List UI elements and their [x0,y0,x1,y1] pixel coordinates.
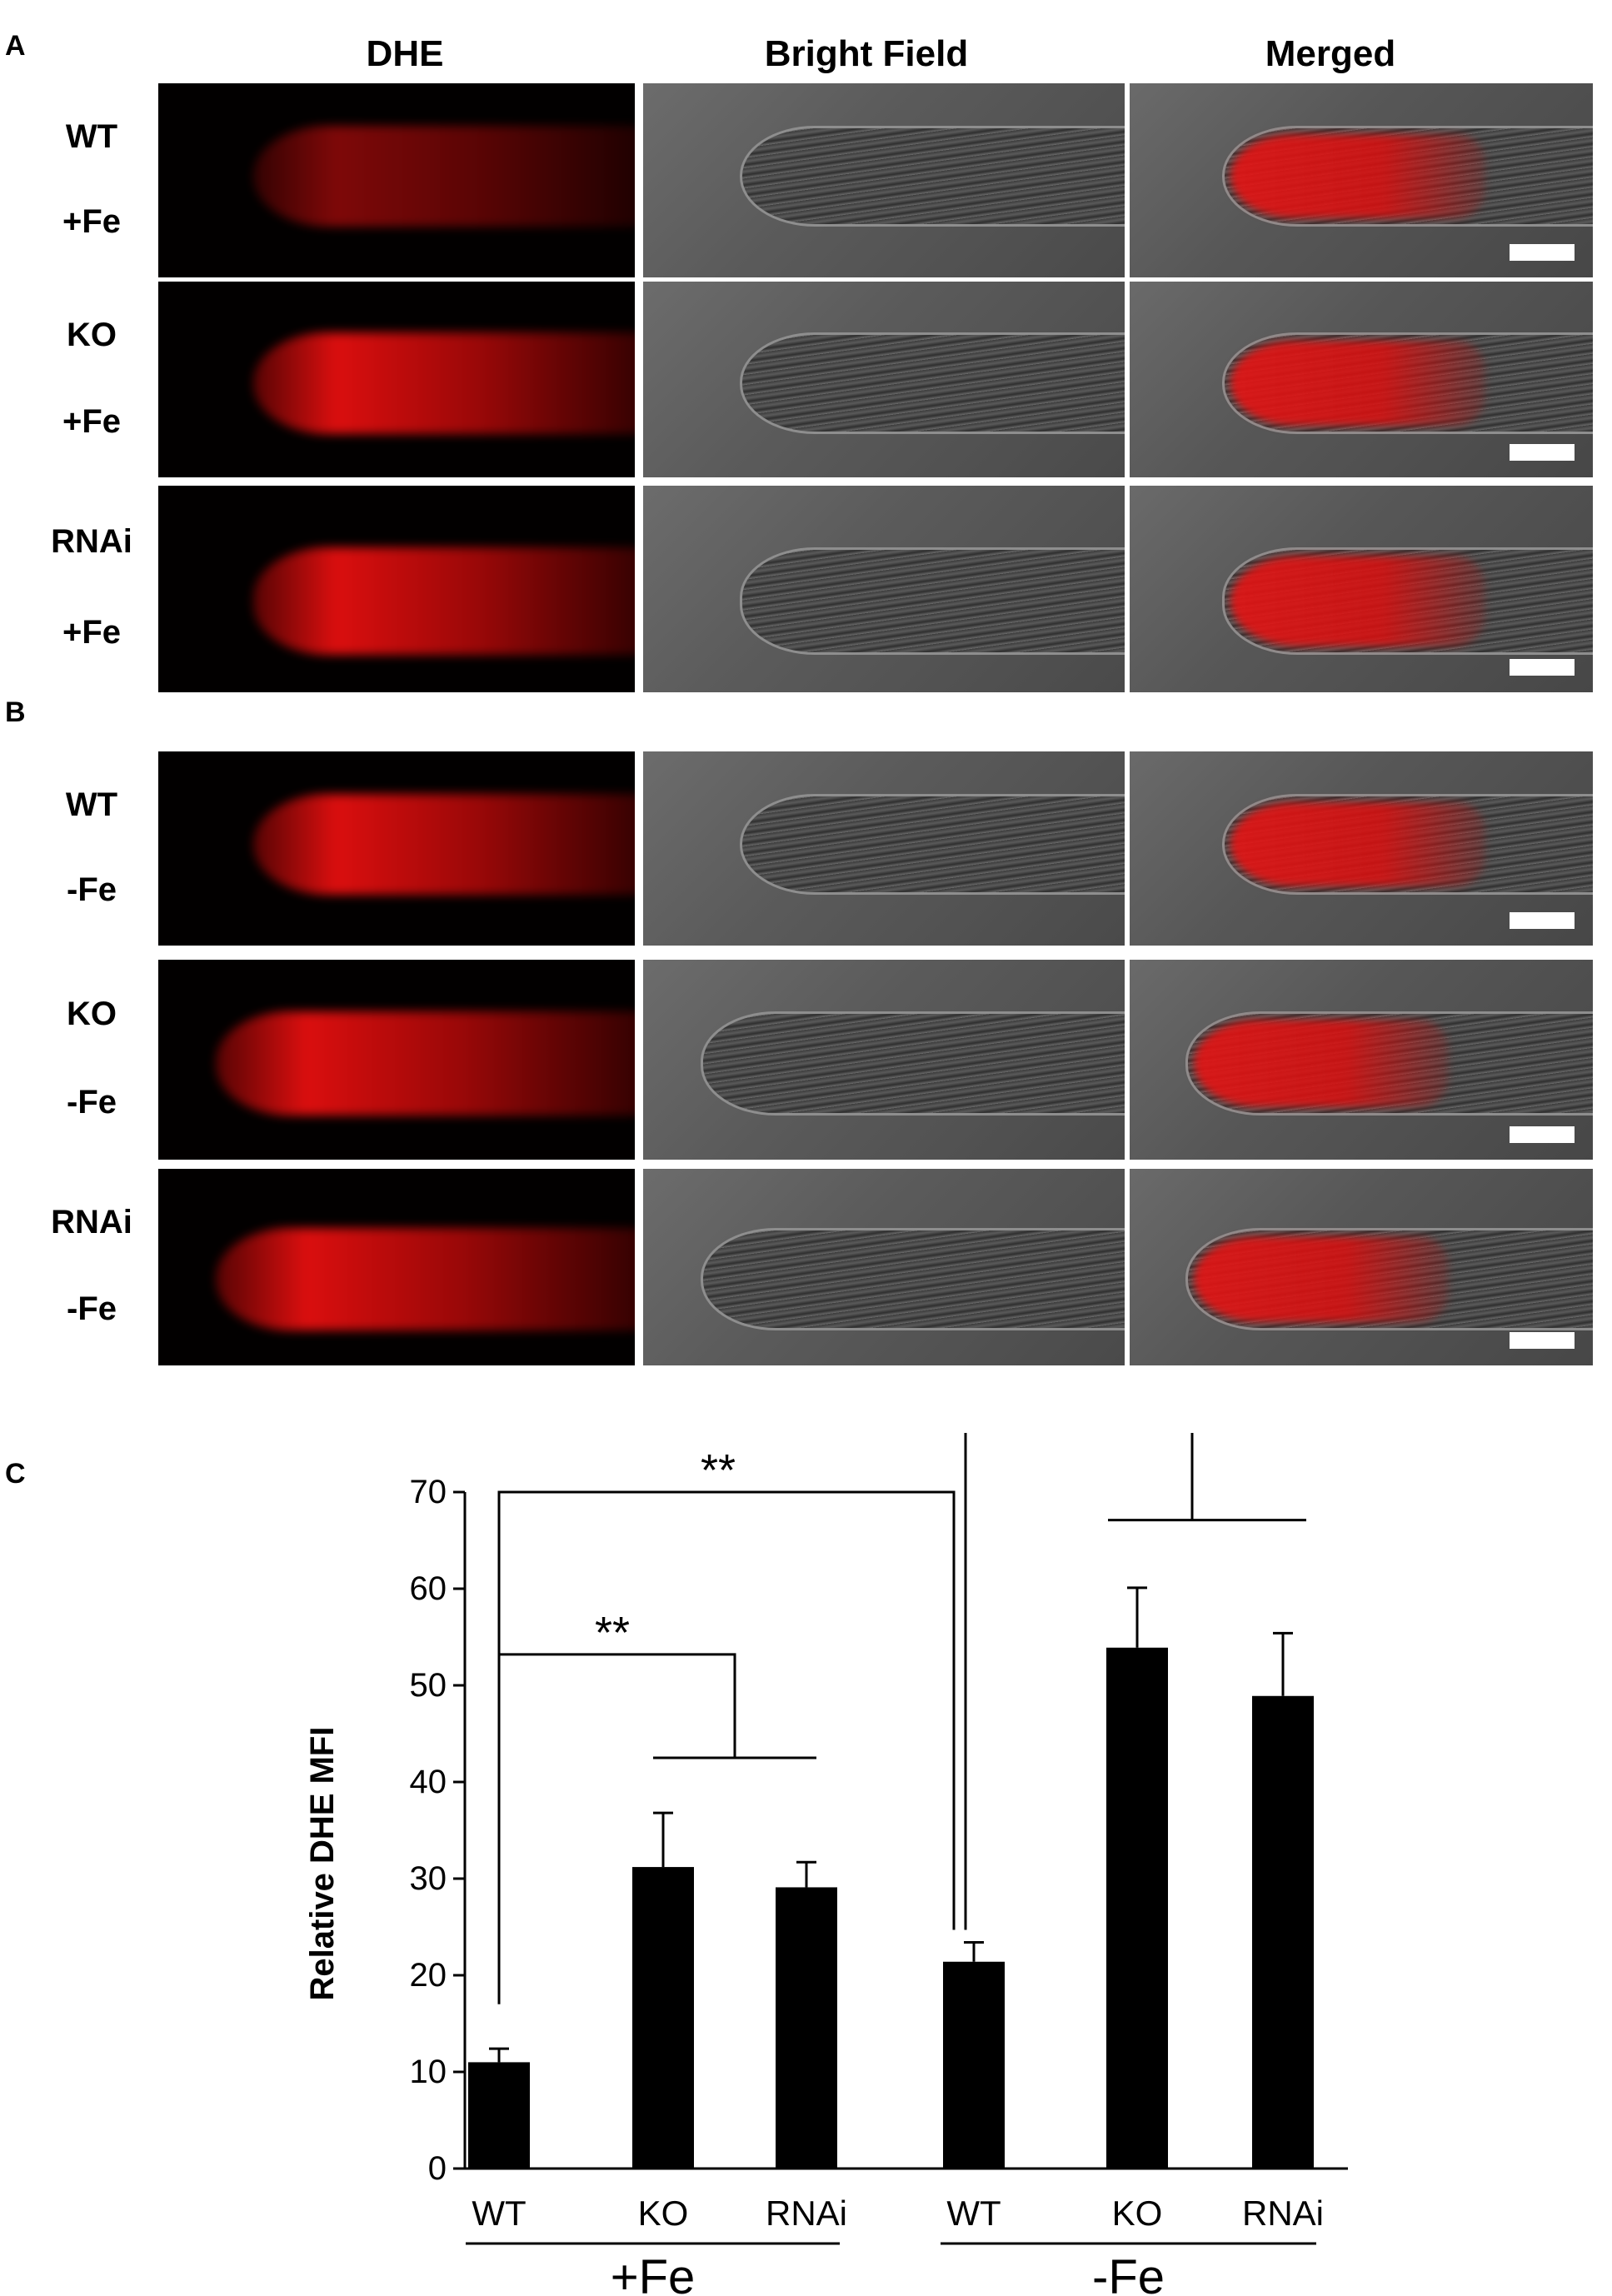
x-tick-label: RNAi [766,2194,847,2233]
bar [943,1961,1005,2169]
micrograph-dhe [158,751,635,946]
root-fluorescence-overlay [1230,556,1485,647]
micrograph-merged [1130,83,1593,277]
row-label-genotype: WT [65,117,118,155]
row-label-genotype: RNAi [51,522,132,560]
micrograph-merged [1130,960,1593,1160]
root-fluorescence-overlay [1230,134,1485,219]
significance-bracket [964,1433,1194,1930]
chart-labels: Relative DHE MFI WT KO RNAi WT KO RNAi +Fe -Fe [304,1727,1324,2296]
row-label-genotype: KO [67,996,117,1033]
row-label-genotype: RNAi [51,1204,132,1241]
y-axis-label: Relative DHE MFI [304,1727,341,2001]
y-tick-label: 40 [410,1764,447,1800]
micrograph-dhe [158,83,635,277]
root-fluorescence [215,1227,635,1330]
chart-axes: 0 10 20 30 40 50 60 70 [410,1474,1348,2187]
micrograph-dhe [158,282,635,477]
root-fluorescence [253,332,635,435]
micrograph-bf [643,751,1125,946]
micrograph-bf [643,960,1125,1160]
root-fluorescence-overlay [1230,341,1485,427]
micrograph-merged [1130,486,1593,692]
micrograph-dhe [158,1169,635,1365]
root-fluorescence-overlay [1193,1235,1449,1322]
row-label-treatment: -Fe [67,871,117,909]
y-tick-label: 0 [428,2150,447,2187]
x-tick-label: WT [946,2194,1001,2233]
scale-bar [1510,912,1575,929]
column-header-merged: Merged [1265,33,1396,74]
column-header-bright-field: Bright Field [764,33,969,74]
chart-significance: ** ** ** [497,1433,1306,2004]
significance-label: ** [1061,1433,1096,1435]
micrograph-merged [1130,282,1593,477]
bar-chart: 0 10 20 30 40 50 60 70 Relative DHE MFI WT KO RNAi… [304,1433,1348,2296]
scale-bar [1510,244,1575,261]
group-label: -Fe [1092,2250,1165,2296]
micrograph-dhe [158,960,635,1160]
x-tick-label: WT [472,2194,526,2233]
root-outline [739,547,1125,656]
root-outline [739,794,1125,896]
group-label: +Fe [611,2250,696,2296]
panel-letter-b: B [5,696,26,728]
root-fluorescence-overlay [1230,802,1485,887]
significance-label: ** [595,1608,630,1658]
column-header-dhe: DHE [366,33,444,74]
bar [468,2062,530,2169]
y-tick-label: 70 [410,1474,447,1510]
y-tick-label: 10 [410,2054,447,2090]
scale-bar [1510,1126,1575,1143]
micrograph-merged [1130,1169,1593,1365]
root-outline [701,1011,1125,1116]
significance-bracket [497,1490,956,1930]
scale-bar [1510,1332,1575,1349]
root-fluorescence-overlay [1193,1020,1449,1108]
micrograph-bf [643,1169,1125,1365]
y-tick-label: 30 [410,1860,447,1897]
root-fluorescence [253,794,635,896]
panel-letter-a: A [5,30,26,62]
row-label-genotype: WT [65,786,118,823]
x-tick-label: RNAi [1242,2194,1324,2233]
micrograph-bf [643,282,1125,477]
root-outline [739,332,1125,435]
significance-bracket [497,1653,736,2004]
bar [632,1867,694,2169]
chart-bars [468,1586,1314,2169]
y-tick-label: 20 [410,1957,447,1994]
micrograph-merged [1130,751,1593,946]
row-label-treatment: +Fe [62,613,122,651]
row-label-genotype: KO [67,317,117,354]
y-tick-label: 60 [410,1570,447,1607]
row-label-treatment: +Fe [62,203,122,241]
root-fluorescence [253,126,635,227]
micrograph-dhe [158,486,635,692]
significance-label: ** [701,1445,736,1495]
row-label-treatment: -Fe [67,1083,117,1121]
root-outline [701,1227,1125,1330]
scale-bar [1510,444,1575,461]
root-fluorescence [253,547,635,656]
x-tick-label: KO [638,2194,689,2233]
y-tick-label: 50 [410,1667,447,1704]
root-outline [739,126,1125,227]
micrograph-bf [643,83,1125,277]
bar [1106,1647,1168,2169]
panel-letter-c: C [5,1458,26,1490]
root-fluorescence [215,1011,635,1116]
x-tick-label: KO [1112,2194,1163,2233]
bar [776,1887,837,2169]
row-label-treatment: +Fe [62,402,122,440]
scale-bar [1510,659,1575,676]
micrograph-bf [643,486,1125,692]
bar [1252,1695,1314,2169]
row-label-treatment: -Fe [67,1290,117,1328]
